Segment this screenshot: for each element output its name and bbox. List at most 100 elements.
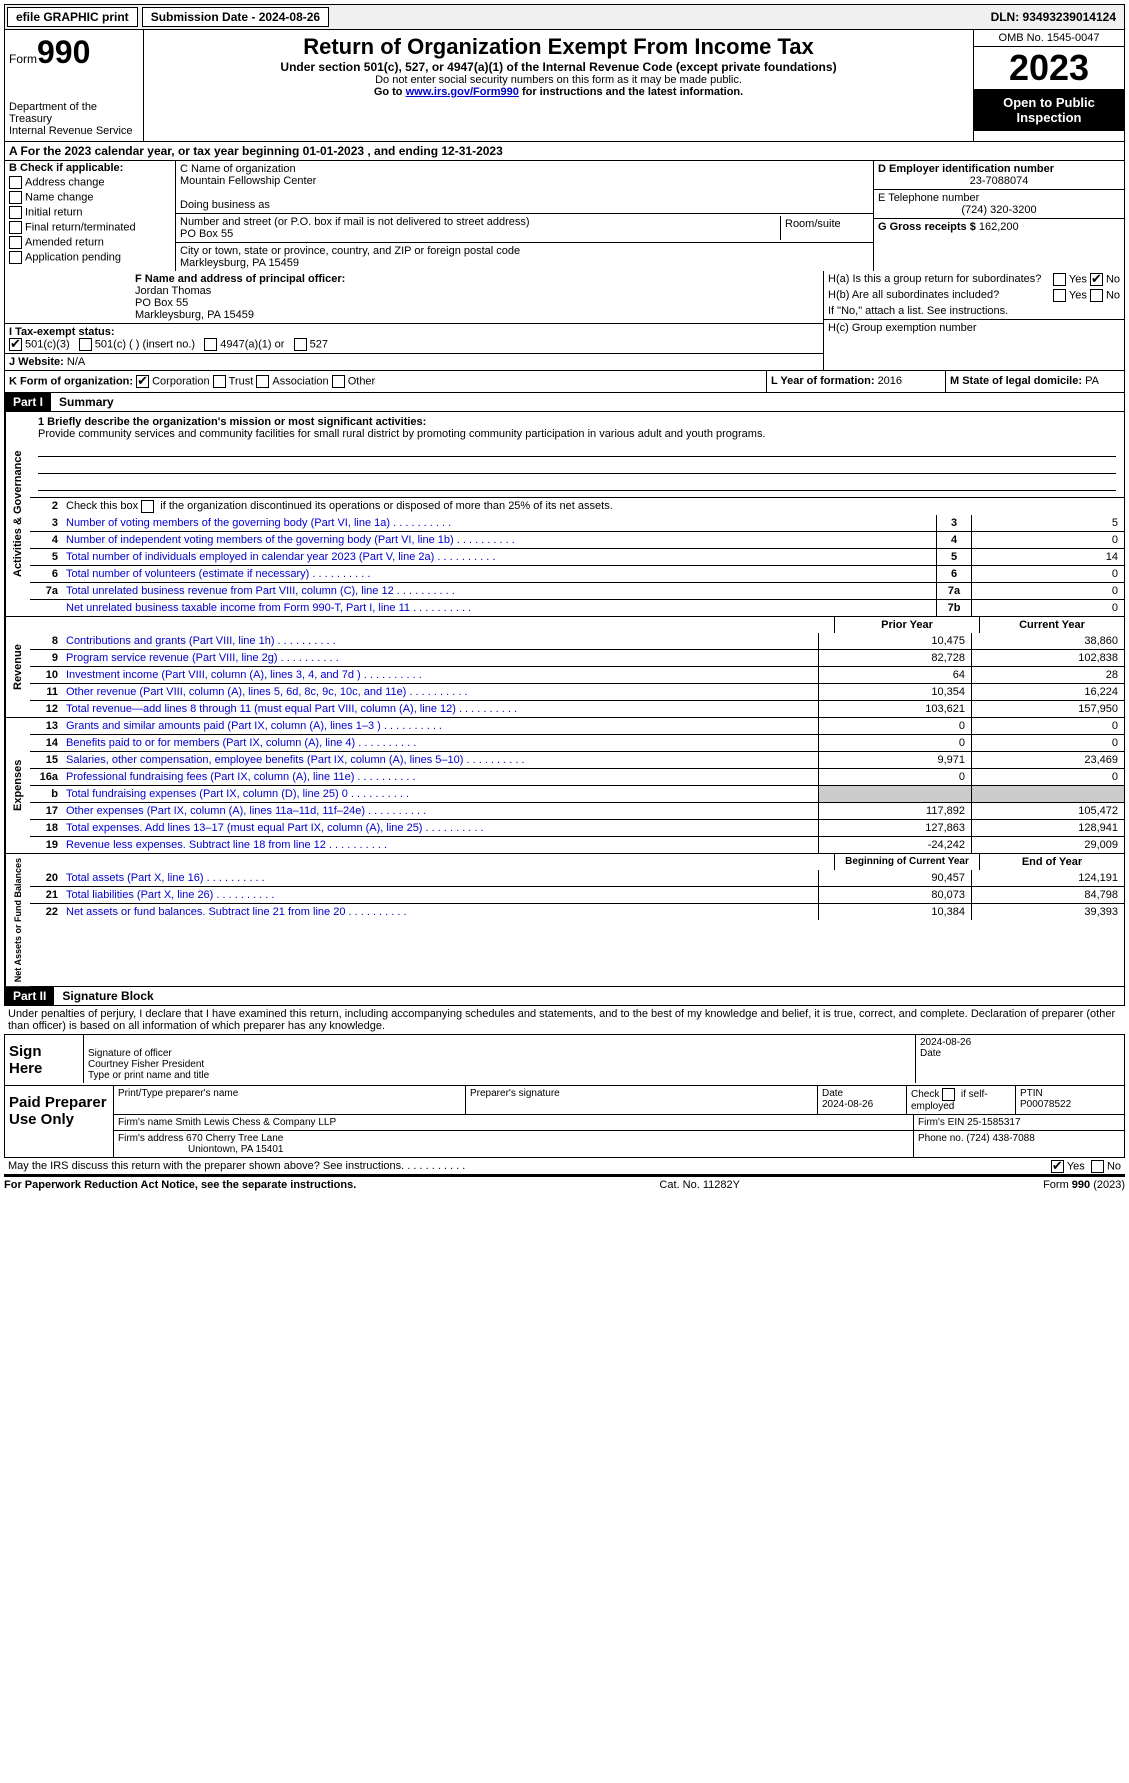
label-address-change: Address change — [25, 176, 105, 188]
checkbox-501c3[interactable] — [9, 338, 22, 351]
form-title: Return of Organization Exempt From Incom… — [148, 34, 969, 60]
checkbox-address-change[interactable] — [9, 176, 22, 189]
discuss-yes-label: Yes — [1067, 1161, 1085, 1173]
hb-yes[interactable] — [1053, 289, 1066, 302]
tel-value: (724) 320-3200 — [878, 204, 1120, 216]
sign-here-block: Sign Here Signature of officerCourtney F… — [4, 1034, 1125, 1086]
officer-addr2: Markleysburg, PA 15459 — [135, 309, 819, 321]
discuss-no[interactable] — [1091, 1160, 1104, 1173]
prior-year-header: Prior Year — [834, 617, 979, 633]
part2-bar: Part II Signature Block — [4, 987, 1125, 1006]
hc-label: H(c) Group exemption number — [824, 320, 1124, 336]
ha-label: H(a) Is this a group return for subordin… — [828, 273, 1041, 285]
prep-date: 2024-08-26 — [822, 1099, 873, 1110]
side-rev: Revenue — [5, 617, 30, 717]
tax-year: 2023 — [974, 47, 1124, 89]
goto-pre: Go to — [374, 86, 406, 98]
discuss-no-label: No — [1107, 1161, 1121, 1173]
k-trust-label: Trust — [229, 375, 254, 387]
addr-value: PO Box 55 — [180, 228, 780, 240]
tel-label: E Telephone number — [878, 192, 1120, 204]
firm-ein: 25-1585317 — [967, 1117, 1020, 1128]
firm-addr1: 670 Cherry Tree Lane — [186, 1133, 283, 1144]
k-assoc[interactable] — [256, 375, 269, 388]
k-other[interactable] — [332, 375, 345, 388]
label-527: 527 — [310, 338, 328, 350]
website-label: J Website: — [9, 356, 67, 368]
l-value: 2016 — [878, 375, 902, 387]
sign-here-label: Sign Here — [5, 1035, 83, 1085]
checkbox-amended[interactable] — [9, 236, 22, 249]
l-label: L Year of formation: — [771, 375, 878, 387]
footer-left: For Paperwork Reduction Act Notice, see … — [4, 1179, 356, 1191]
website-value: N/A — [67, 356, 85, 368]
section-bcd: B Check if applicable: Address change Na… — [4, 161, 1125, 271]
sig-date-label: Date — [920, 1048, 941, 1059]
checkbox-501c[interactable] — [79, 338, 92, 351]
m-label: M State of legal domicile: — [950, 375, 1085, 387]
side-exp: Expenses — [5, 718, 30, 853]
part1-title: Summary — [51, 393, 122, 411]
checkbox-final-return[interactable] — [9, 221, 22, 234]
self-emp-checkbox[interactable] — [942, 1088, 955, 1101]
city-label: City or town, state or province, country… — [180, 245, 869, 257]
city-value: Markleysburg, PA 15459 — [180, 257, 869, 269]
irs-link[interactable]: www.irs.gov/Form990 — [406, 86, 519, 98]
self-emp: Check if self-employed — [906, 1086, 1015, 1114]
checkbox-name-change[interactable] — [9, 191, 22, 204]
label-4947: 4947(a)(1) or — [220, 338, 284, 350]
efile-print-button[interactable]: efile GRAPHIC print — [7, 7, 138, 27]
checkbox-527[interactable] — [294, 338, 307, 351]
dln-label: DLN: 93493239014124 — [983, 8, 1124, 26]
section-klm: K Form of organization: Corporation Trus… — [4, 371, 1125, 393]
org-name-label: C Name of organization — [180, 163, 869, 175]
k-other-label: Other — [348, 375, 376, 387]
ha-no[interactable] — [1090, 273, 1103, 286]
sig-officer-label: Signature of officer — [88, 1048, 172, 1059]
paid-label: Paid Preparer Use Only — [5, 1086, 113, 1157]
open-public-badge: Open to Public Inspection — [974, 89, 1124, 131]
sig-name-label: Type or print name and title — [88, 1070, 209, 1081]
ha-no-label: No — [1106, 273, 1120, 285]
firm-name: Smith Lewis Chess & Company LLP — [175, 1117, 336, 1128]
tax-status-label: I Tax-exempt status: — [9, 326, 115, 338]
summary-rev: Revenue Prior YearCurrent Year 8Contribu… — [4, 617, 1125, 718]
hb-no[interactable] — [1090, 289, 1103, 302]
k-assoc-label: Association — [272, 375, 328, 387]
form-label: Form — [9, 52, 37, 66]
row-a-tax-year: A For the 2023 calendar year, or tax yea… — [4, 142, 1125, 161]
label-initial-return: Initial return — [25, 206, 82, 218]
footer-right: Form 990 (2023) — [1043, 1179, 1125, 1191]
prep-date-label: Date — [822, 1088, 843, 1099]
irs-label: Internal Revenue Service — [9, 125, 139, 137]
firm-phone-label: Phone no. — [918, 1133, 966, 1144]
firm-phone: (724) 438-7088 — [966, 1133, 1034, 1144]
discuss-yes[interactable] — [1051, 1160, 1064, 1173]
end-year-header: End of Year — [979, 854, 1124, 870]
checkbox-initial-return[interactable] — [9, 206, 22, 219]
side-gov: Activities & Governance — [5, 412, 30, 616]
omb-number: OMB No. 1545-0047 — [974, 30, 1124, 47]
line2-checkbox[interactable] — [141, 500, 154, 513]
k-trust[interactable] — [213, 375, 226, 388]
current-year-header: Current Year — [979, 617, 1124, 633]
checkbox-4947[interactable] — [204, 338, 217, 351]
ha-yes[interactable] — [1053, 273, 1066, 286]
hb-note: If "No," attach a list. See instructions… — [824, 303, 1124, 320]
checkbox-app-pending[interactable] — [9, 251, 22, 264]
gross-value: 162,200 — [979, 221, 1019, 233]
summary-exp: Expenses 13Grants and similar amounts pa… — [4, 718, 1125, 854]
k-corp[interactable] — [136, 375, 149, 388]
officer-label: F Name and address of principal officer: — [135, 273, 819, 285]
sig-officer-name: Courtney Fisher President — [88, 1059, 204, 1070]
discuss-text: May the IRS discuss this return with the… — [8, 1160, 404, 1172]
subtitle-1: Under section 501(c), 527, or 4947(a)(1)… — [148, 60, 969, 74]
part2-title: Signature Block — [54, 987, 161, 1005]
subtitle-2: Do not enter social security numbers on … — [148, 74, 969, 86]
part2-tab: Part II — [5, 987, 54, 1005]
dba-label: Doing business as — [180, 199, 869, 211]
declaration-text: Under penalties of perjury, I declare th… — [4, 1006, 1125, 1034]
line2-text: Check this box if the organization disco… — [66, 500, 613, 512]
ptin-value: P00078522 — [1020, 1099, 1071, 1110]
firm-addr-label: Firm's address — [118, 1133, 186, 1144]
